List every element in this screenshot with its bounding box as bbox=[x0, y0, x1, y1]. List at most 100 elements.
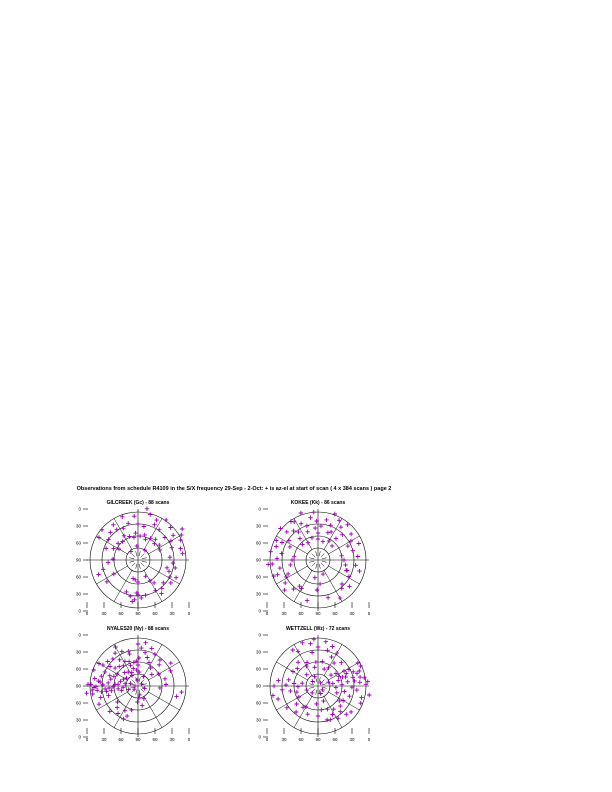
bottom-axis-label: 60 bbox=[332, 737, 338, 742]
scan-marker bbox=[119, 688, 124, 693]
scan-marker bbox=[279, 551, 284, 556]
scan-marker bbox=[325, 648, 330, 653]
scan-marker bbox=[277, 565, 283, 571]
left-axis-label: 30 bbox=[76, 650, 82, 655]
scan-marker bbox=[270, 693, 276, 698]
bottom-axis-label: 0 bbox=[266, 737, 269, 742]
scan-marker bbox=[332, 511, 337, 517]
left-axis-label: 0 bbox=[78, 609, 81, 614]
scan-marker bbox=[167, 574, 172, 580]
scan-marker bbox=[315, 644, 321, 650]
scan-marker bbox=[312, 575, 318, 580]
scan-marker bbox=[106, 693, 111, 698]
scan-marker bbox=[134, 658, 139, 664]
page-header-text: Observations from schedule R4109 in the … bbox=[76, 486, 392, 492]
scan-marker bbox=[344, 568, 350, 573]
scan-marker bbox=[152, 522, 157, 527]
scan-marker bbox=[282, 587, 287, 593]
scan-marker bbox=[291, 528, 296, 534]
scan-marker bbox=[104, 579, 110, 584]
scan-marker bbox=[284, 529, 289, 535]
scan-marker bbox=[348, 531, 354, 537]
scan-marker bbox=[309, 650, 315, 655]
scan-marker bbox=[300, 681, 305, 686]
scan-marker bbox=[120, 685, 126, 690]
scan-marker bbox=[339, 553, 344, 558]
scan-marker bbox=[290, 647, 295, 653]
scan-marker bbox=[148, 512, 153, 517]
scan-marker bbox=[100, 662, 106, 668]
scan-marker bbox=[111, 522, 116, 527]
scan-marker bbox=[326, 538, 332, 544]
scan-marker bbox=[298, 510, 304, 516]
scan-marker bbox=[331, 660, 337, 666]
left-axis-label: 30 bbox=[256, 650, 262, 655]
left-axis-label: 60 bbox=[256, 667, 262, 672]
scan-marker bbox=[300, 705, 306, 710]
scan-marker bbox=[317, 581, 323, 587]
scan-marker bbox=[152, 541, 157, 546]
scan-marker bbox=[123, 681, 128, 686]
scan-marker bbox=[270, 561, 275, 567]
scan-marker bbox=[143, 537, 148, 542]
scan-marker bbox=[320, 659, 325, 664]
scan-marker bbox=[338, 709, 343, 714]
scan-marker bbox=[326, 665, 331, 670]
scan-marker bbox=[348, 538, 354, 544]
scan-marker bbox=[288, 688, 293, 694]
scan-marker bbox=[304, 687, 309, 693]
scan-marker bbox=[365, 679, 370, 684]
scan-marker bbox=[93, 684, 99, 689]
scan-marker bbox=[338, 703, 343, 709]
scan-marker bbox=[133, 530, 138, 536]
scan-marker bbox=[134, 543, 139, 549]
scan-marker bbox=[128, 681, 133, 686]
scan-marker bbox=[148, 536, 153, 541]
scan-marker bbox=[106, 685, 112, 691]
scan-marker bbox=[330, 681, 335, 686]
scan-marker bbox=[170, 560, 176, 566]
scan-marker bbox=[304, 523, 310, 528]
scan-marker bbox=[345, 679, 350, 684]
scan-marker bbox=[325, 595, 331, 600]
scan-marker bbox=[355, 660, 360, 666]
left-axis-label: 0 bbox=[258, 633, 261, 638]
scan-marker bbox=[110, 556, 116, 562]
scan-marker bbox=[315, 536, 321, 542]
scan-marker bbox=[328, 529, 334, 535]
scan-marker bbox=[344, 671, 349, 676]
scan-marker bbox=[359, 695, 364, 700]
scan-marker bbox=[143, 593, 148, 598]
scan-marker bbox=[284, 705, 290, 710]
scan-marker bbox=[289, 557, 295, 563]
scan-marker bbox=[129, 707, 134, 713]
scan-marker bbox=[343, 562, 348, 568]
scan-marker bbox=[321, 698, 326, 704]
bottom-axis-label: 60 bbox=[298, 611, 304, 616]
bottom-axis-label: 0 bbox=[188, 611, 191, 616]
scan-marker bbox=[320, 571, 326, 577]
scan-marker bbox=[157, 547, 162, 553]
scan-marker bbox=[132, 514, 137, 519]
scan-marker bbox=[114, 527, 119, 532]
scan-marker bbox=[339, 586, 344, 591]
scan-marker bbox=[297, 536, 303, 541]
scan-marker bbox=[121, 677, 126, 682]
scan-marker bbox=[168, 580, 173, 586]
plot-title: KOKEE (Kk) - 86 scans bbox=[291, 500, 346, 506]
scan-marker bbox=[173, 575, 179, 580]
scan-marker bbox=[127, 534, 132, 539]
scan-marker bbox=[324, 517, 329, 523]
scan-marker bbox=[91, 667, 96, 673]
left-axis-label: 90 bbox=[76, 684, 82, 689]
scan-marker bbox=[108, 677, 113, 682]
scan-marker bbox=[145, 655, 150, 660]
scan-marker bbox=[285, 571, 291, 577]
left-axis-label: 60 bbox=[76, 541, 82, 546]
scan-marker bbox=[161, 580, 166, 585]
scan-marker bbox=[153, 537, 158, 542]
scan-marker bbox=[106, 680, 111, 686]
scan-marker bbox=[318, 691, 323, 696]
scan-marker bbox=[347, 694, 352, 699]
